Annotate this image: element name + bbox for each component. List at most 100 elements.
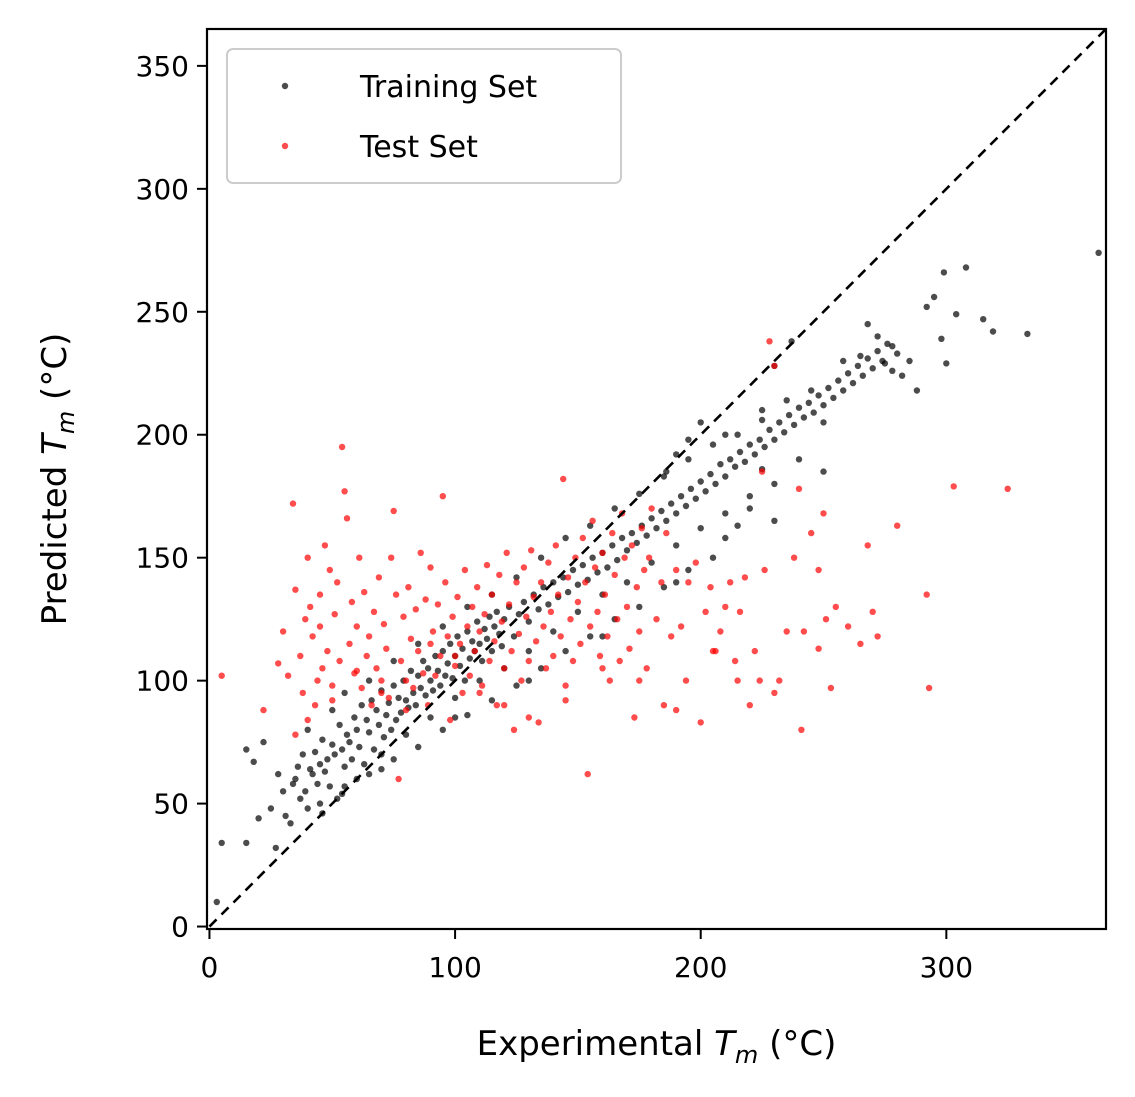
data-point bbox=[776, 677, 783, 684]
data-point bbox=[599, 549, 606, 556]
data-point bbox=[478, 682, 486, 689]
data-point bbox=[388, 554, 395, 561]
data-point bbox=[795, 456, 803, 463]
data-point bbox=[505, 601, 513, 608]
data-point bbox=[717, 628, 724, 635]
data-point bbox=[840, 387, 847, 394]
data-point bbox=[869, 608, 876, 615]
data-point bbox=[525, 657, 532, 665]
data-point bbox=[378, 677, 385, 684]
data-point bbox=[486, 657, 493, 665]
y-axis-ticks: 0 50 100 150 200 250 300 350 bbox=[136, 50, 207, 944]
data-point bbox=[488, 697, 496, 704]
data-point bbox=[677, 493, 685, 500]
data-point bbox=[309, 770, 316, 778]
data-point bbox=[766, 426, 773, 433]
identity-reference-line bbox=[208, 28, 1107, 928]
data-point bbox=[562, 697, 569, 704]
data-point bbox=[412, 606, 419, 613]
data-point bbox=[980, 316, 987, 323]
data-point bbox=[741, 574, 749, 581]
data-point bbox=[827, 684, 835, 692]
data-point bbox=[476, 628, 483, 635]
data-point bbox=[434, 667, 442, 674]
data-point bbox=[844, 623, 852, 630]
data-point bbox=[469, 638, 476, 645]
data-point bbox=[496, 571, 503, 579]
data-point bbox=[466, 655, 473, 662]
data-point bbox=[663, 517, 670, 524]
data-point bbox=[677, 623, 685, 630]
data-point bbox=[734, 431, 741, 438]
data-point bbox=[758, 468, 766, 475]
data-point bbox=[459, 645, 466, 652]
series-1-points bbox=[218, 338, 1011, 783]
data-point bbox=[464, 711, 471, 719]
data-point bbox=[525, 677, 532, 684]
legend-label-training-set: Training Set bbox=[359, 70, 537, 105]
data-point bbox=[368, 697, 375, 704]
data-point bbox=[284, 672, 292, 679]
data-point bbox=[633, 539, 640, 547]
data-point bbox=[636, 490, 643, 497]
data-point bbox=[289, 780, 297, 788]
data-point bbox=[353, 667, 360, 674]
data-point bbox=[410, 684, 417, 692]
data-point bbox=[299, 689, 306, 697]
data-point bbox=[476, 640, 483, 647]
data-point bbox=[329, 682, 336, 689]
data-point bbox=[844, 370, 852, 377]
data-point bbox=[294, 763, 302, 770]
data-point bbox=[434, 601, 442, 608]
data-point bbox=[783, 628, 790, 635]
data-point bbox=[653, 616, 660, 623]
data-point bbox=[358, 684, 365, 692]
data-point bbox=[898, 372, 906, 379]
data-point bbox=[503, 549, 510, 556]
x-axis-ticks: 0 100 200 300 bbox=[201, 929, 973, 984]
data-point bbox=[365, 729, 373, 736]
data-point bbox=[525, 618, 532, 625]
data-point bbox=[307, 603, 314, 611]
data-point bbox=[397, 657, 405, 665]
data-point bbox=[407, 667, 415, 674]
data-point bbox=[471, 647, 478, 655]
data-point bbox=[697, 478, 704, 485]
data-point bbox=[616, 657, 623, 665]
data-point bbox=[618, 534, 626, 542]
data-point bbox=[302, 616, 309, 623]
data-point bbox=[442, 672, 449, 679]
y-tick-label: 250 bbox=[136, 296, 189, 329]
data-point bbox=[314, 677, 321, 684]
data-point bbox=[820, 402, 827, 409]
data-point bbox=[579, 561, 586, 569]
legend-marker-training-set bbox=[281, 82, 289, 90]
data-point bbox=[692, 495, 699, 502]
data-point bbox=[329, 706, 336, 714]
data-point bbox=[392, 716, 400, 724]
data-point bbox=[370, 746, 378, 753]
data-point bbox=[587, 623, 594, 630]
data-point bbox=[314, 780, 321, 788]
data-point bbox=[329, 741, 336, 748]
data-point bbox=[783, 397, 790, 404]
data-point bbox=[751, 647, 758, 655]
data-point bbox=[444, 633, 451, 640]
data-point bbox=[464, 623, 471, 630]
data-point bbox=[432, 652, 439, 660]
data-point bbox=[537, 665, 545, 672]
data-point bbox=[260, 738, 267, 746]
data-point bbox=[889, 343, 896, 350]
data-point bbox=[481, 625, 488, 633]
data-point bbox=[378, 766, 385, 773]
data-point bbox=[717, 461, 724, 468]
data-point bbox=[697, 419, 704, 426]
data-point bbox=[989, 328, 997, 335]
data-point bbox=[746, 505, 753, 512]
data-point bbox=[808, 529, 815, 537]
data-point bbox=[289, 500, 297, 507]
data-point bbox=[476, 677, 483, 684]
data-point bbox=[940, 269, 948, 276]
data-point bbox=[815, 392, 822, 399]
data-point bbox=[454, 593, 461, 601]
